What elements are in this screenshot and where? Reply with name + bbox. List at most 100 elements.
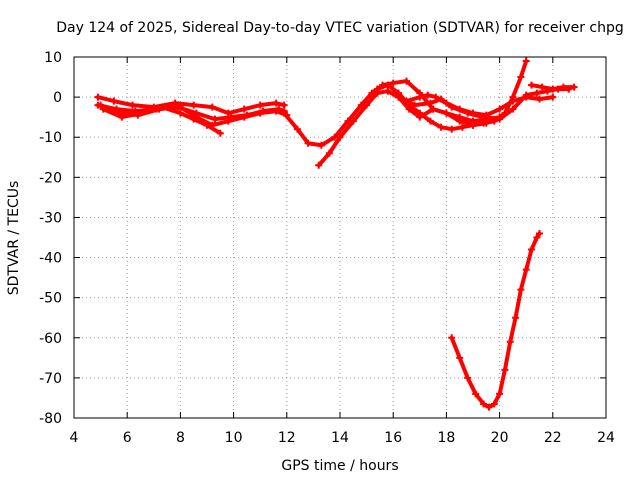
data-point [480, 400, 488, 408]
data-point [512, 314, 520, 322]
data-point [522, 57, 530, 65]
y-tick-label: -70 [39, 371, 62, 387]
data-point [384, 81, 392, 89]
y-tick-label: 10 [44, 50, 62, 66]
y-tick-labels: -80 -70 -60 -50 -40 -30 -20 -10 0 10 [39, 50, 62, 427]
axis-ticks [73, 56, 607, 419]
y-tick-label: -30 [39, 210, 62, 226]
data-point [464, 374, 472, 382]
data-point [480, 119, 488, 127]
y-tick-label: -80 [39, 411, 62, 427]
data-point [426, 117, 434, 125]
data-point [570, 83, 578, 91]
data-point [496, 105, 504, 113]
y-axis-label: SDTVAR / TECUs [6, 181, 22, 296]
data-point [176, 109, 184, 117]
data-point [533, 234, 541, 241]
data-point [437, 123, 445, 131]
data-point [472, 390, 480, 398]
x-tick-label: 24 [597, 430, 615, 446]
y-tick-label: -50 [39, 291, 62, 307]
x-tick-label: 22 [544, 430, 562, 446]
data-point [216, 129, 224, 137]
data-point [137, 109, 144, 117]
data-point [424, 91, 432, 99]
data-point [336, 133, 344, 141]
x-axis-label: GPS time / hours [281, 458, 398, 474]
data-point [325, 149, 333, 157]
data-point [522, 91, 530, 99]
x-tick-label: 16 [384, 430, 402, 446]
data-point [118, 113, 126, 121]
data-point [158, 103, 166, 111]
data-point [256, 101, 264, 109]
data-point [395, 93, 403, 101]
series-track-1 [94, 93, 288, 117]
data-point [384, 87, 392, 95]
data-point [373, 85, 381, 93]
data-point [448, 125, 456, 133]
data-point [509, 97, 517, 105]
data-point [549, 93, 557, 101]
data-point [536, 229, 543, 237]
data-point [416, 109, 424, 117]
x-tick-label: 10 [225, 430, 243, 446]
data-points [94, 57, 578, 411]
data-point [528, 246, 536, 254]
series-track-10 [528, 81, 578, 93]
series-band [449, 231, 542, 410]
data-point [190, 115, 198, 123]
y-tick-label: 0 [53, 90, 62, 106]
y-tick-label: -10 [39, 130, 62, 146]
data-point [389, 79, 397, 87]
data-point [496, 390, 504, 398]
data-point [528, 81, 536, 89]
data-point [490, 400, 498, 408]
x-tick-label: 6 [123, 430, 132, 446]
x-tick-label: 8 [176, 430, 185, 446]
x-tick-label: 18 [437, 430, 455, 446]
data-point [272, 107, 280, 115]
data-point [469, 121, 477, 129]
data-point [416, 93, 424, 101]
data-point [501, 366, 509, 374]
series-track-11 [448, 229, 543, 411]
series-track-4 [99, 103, 224, 137]
data-point [410, 101, 418, 109]
data-point [240, 105, 248, 113]
data-point [99, 105, 107, 113]
data-point [389, 89, 397, 97]
data-point [129, 101, 137, 109]
data-point [456, 354, 464, 362]
gridlines [74, 57, 606, 418]
data-point [203, 121, 211, 129]
data-point [437, 95, 445, 103]
data-point [176, 103, 184, 111]
x-tick-label: 14 [331, 430, 349, 446]
x-tick-label: 12 [278, 430, 296, 446]
data-point [280, 101, 288, 109]
data-point [442, 109, 450, 117]
data-point [240, 113, 248, 121]
data-point [272, 99, 280, 107]
data-point [403, 77, 410, 85]
data-point [536, 95, 543, 103]
y-tick-label: -40 [39, 251, 62, 267]
data-point [458, 123, 466, 131]
data-point [426, 99, 434, 107]
data-point [97, 101, 105, 109]
chart-title: Day 124 of 2025, Sidereal Day-to-day VTE… [56, 20, 624, 36]
data-point [506, 338, 514, 346]
data-point [211, 115, 219, 123]
data-point [110, 97, 118, 105]
data-point [349, 117, 357, 125]
data-point [94, 93, 102, 101]
data-point [429, 105, 437, 113]
data-point [256, 109, 264, 117]
x-tick-label: 4 [70, 430, 79, 446]
data-point [485, 403, 493, 411]
data-point [317, 141, 325, 149]
data-point [363, 101, 371, 109]
data-point [456, 117, 464, 125]
